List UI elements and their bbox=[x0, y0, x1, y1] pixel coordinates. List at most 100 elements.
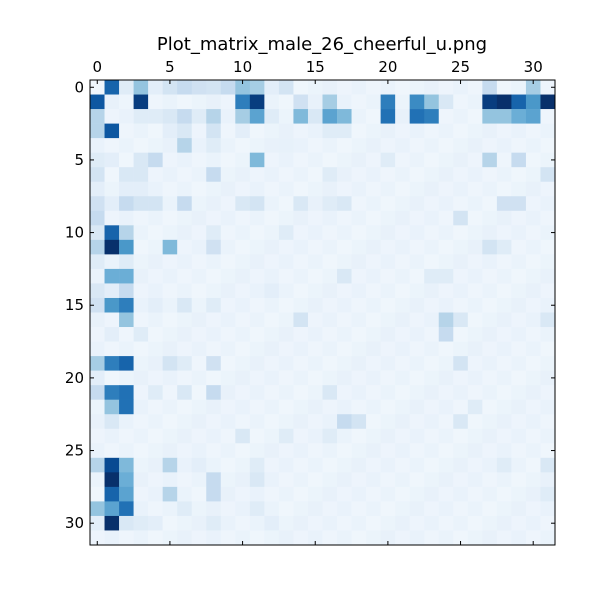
heatmap-cell bbox=[90, 210, 105, 226]
heatmap-cell bbox=[351, 283, 367, 299]
heatmap-cell bbox=[322, 94, 338, 110]
heatmap-cell bbox=[424, 515, 440, 531]
heatmap-cell bbox=[395, 225, 410, 241]
heatmap-cell bbox=[162, 428, 178, 444]
heatmap-cell bbox=[104, 486, 120, 502]
heatmap-cell bbox=[162, 414, 178, 430]
heatmap-cell bbox=[540, 268, 556, 284]
y-tick-label: 10 bbox=[65, 224, 84, 242]
heatmap-cell bbox=[264, 530, 280, 546]
heatmap-cell bbox=[395, 109, 410, 124]
heatmap-cell bbox=[104, 138, 120, 153]
heatmap-cell bbox=[162, 297, 178, 313]
heatmap-cell bbox=[380, 530, 396, 546]
heatmap-cell bbox=[307, 268, 323, 284]
heatmap-cell bbox=[366, 297, 381, 313]
heatmap-cell bbox=[307, 530, 323, 546]
heatmap-cell bbox=[438, 385, 454, 400]
heatmap-cell bbox=[177, 196, 193, 212]
heatmap-cell bbox=[395, 515, 410, 531]
heatmap-cell bbox=[220, 239, 236, 255]
heatmap-cell bbox=[496, 312, 512, 328]
heatmap-cell bbox=[409, 515, 425, 531]
heatmap-cell bbox=[293, 370, 309, 386]
heatmap-cell bbox=[540, 472, 556, 488]
heatmap-cell bbox=[438, 239, 454, 255]
heatmap-cell bbox=[453, 225, 469, 241]
heatmap-cell bbox=[249, 225, 265, 241]
heatmap-cell bbox=[264, 138, 280, 153]
heatmap-cell bbox=[540, 109, 556, 124]
heatmap-cell bbox=[133, 515, 149, 531]
heatmap-cell bbox=[191, 472, 207, 488]
heatmap-cell bbox=[104, 239, 120, 255]
heatmap-cell bbox=[249, 94, 265, 110]
heatmap-cell bbox=[380, 297, 396, 313]
heatmap-cell bbox=[438, 327, 454, 342]
heatmap-cell bbox=[467, 210, 483, 226]
heatmap-cell bbox=[424, 254, 440, 270]
heatmap-cell bbox=[482, 486, 498, 502]
heatmap-cell bbox=[119, 268, 134, 284]
heatmap-cell bbox=[206, 123, 222, 139]
heatmap-cell bbox=[264, 94, 280, 110]
heatmap-cell bbox=[525, 530, 541, 546]
heatmap-cell bbox=[395, 254, 410, 270]
heatmap-cell bbox=[409, 225, 425, 241]
heatmap-cell bbox=[424, 486, 440, 502]
heatmap-cell bbox=[162, 457, 178, 473]
heatmap-cell bbox=[424, 327, 440, 342]
heatmap-cell bbox=[235, 327, 251, 342]
heatmap-cell bbox=[351, 327, 367, 342]
heatmap-cell bbox=[496, 443, 512, 459]
heatmap-cell bbox=[119, 254, 134, 270]
heatmap-cell bbox=[525, 297, 541, 313]
heatmap-cell bbox=[220, 94, 236, 110]
heatmap-cell bbox=[264, 123, 280, 139]
heatmap-cell bbox=[322, 80, 338, 95]
heatmap-cell bbox=[511, 312, 527, 328]
heatmap-cell bbox=[90, 225, 105, 241]
heatmap-cell bbox=[467, 515, 483, 531]
heatmap-cell bbox=[162, 370, 178, 386]
heatmap-cell bbox=[104, 312, 120, 328]
heatmap-cell bbox=[424, 472, 440, 488]
heatmap-cell bbox=[220, 80, 236, 95]
heatmap-cell bbox=[366, 443, 381, 459]
heatmap-cell bbox=[409, 486, 425, 502]
heatmap-cell bbox=[249, 385, 265, 400]
heatmap-cell bbox=[395, 297, 410, 313]
heatmap-cell bbox=[148, 297, 163, 313]
heatmap-cell bbox=[525, 239, 541, 255]
x-axis-ticks: 0 5 10 15 20 25 30 bbox=[92, 58, 543, 545]
heatmap-cell bbox=[220, 515, 236, 531]
heatmap-cell bbox=[90, 138, 105, 153]
heatmap-cell bbox=[395, 385, 410, 400]
heatmap-cell bbox=[293, 472, 309, 488]
heatmap-cell bbox=[293, 341, 309, 357]
heatmap-cell bbox=[162, 515, 178, 531]
heatmap-cell bbox=[380, 443, 396, 459]
heatmap-cell bbox=[322, 515, 338, 531]
heatmap-cell bbox=[133, 268, 149, 284]
heatmap-cell bbox=[133, 109, 149, 124]
heatmap-cell bbox=[307, 501, 323, 517]
heatmap-cell bbox=[337, 472, 352, 488]
heatmap-cell bbox=[540, 152, 556, 168]
heatmap-cell bbox=[249, 283, 265, 299]
heatmap-cell bbox=[90, 472, 105, 488]
heatmap-cell bbox=[322, 181, 338, 197]
heatmap-cell bbox=[249, 399, 265, 415]
heatmap-cell bbox=[191, 428, 207, 444]
heatmap-cell bbox=[366, 399, 381, 415]
heatmap-cell bbox=[467, 123, 483, 139]
heatmap-cell bbox=[525, 210, 541, 226]
heatmap-cell bbox=[337, 196, 352, 212]
heatmap-cell bbox=[409, 196, 425, 212]
heatmap-cell bbox=[235, 356, 251, 371]
heatmap-cell bbox=[482, 414, 498, 430]
heatmap-cell bbox=[337, 138, 352, 153]
heatmap-cell bbox=[162, 138, 178, 153]
heatmap-cell bbox=[162, 239, 178, 255]
heatmap-cell bbox=[220, 414, 236, 430]
